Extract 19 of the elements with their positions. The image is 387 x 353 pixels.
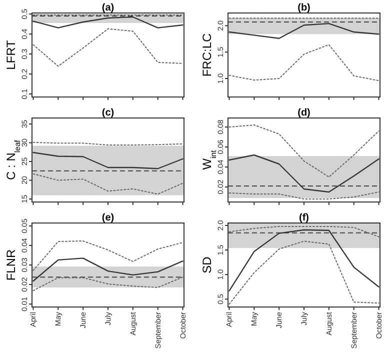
y-axis-title: SD: [200, 256, 214, 274]
line-series: [228, 226, 380, 238]
line-series: [32, 276, 184, 292]
chart-title: (c): [102, 108, 114, 118]
y-axis-title: FLNR: [4, 249, 18, 281]
chart-title: (d): [298, 108, 310, 118]
chart-title: (b): [298, 2, 310, 14]
chart-title: (a): [102, 2, 114, 14]
chart-title: (e): [102, 212, 114, 224]
y-axis-title: LFRT: [4, 39, 18, 70]
y-axis-title: FRC:LC: [200, 33, 214, 77]
line-series: [228, 192, 380, 200]
line-series: [32, 28, 184, 67]
line-series: [228, 240, 380, 305]
line-series: [228, 44, 380, 82]
chart-title: (f): [299, 212, 309, 224]
line-series: [32, 240, 184, 271]
line-series: [32, 173, 184, 195]
line-series: [228, 124, 380, 178]
